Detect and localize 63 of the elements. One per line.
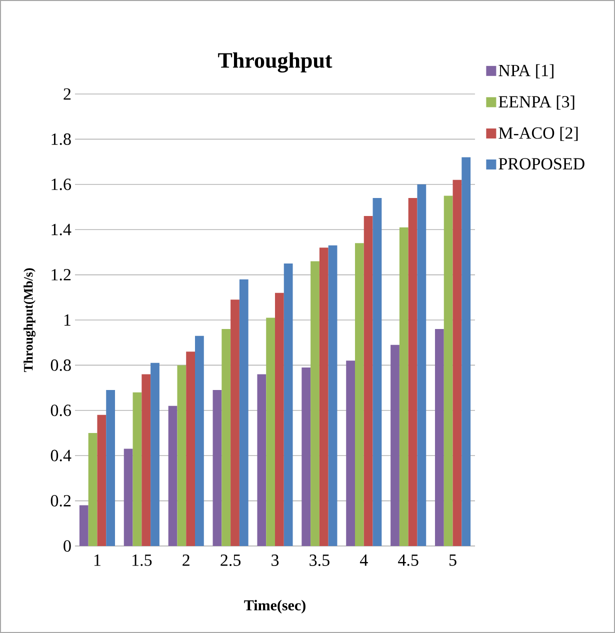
- bar: [266, 318, 275, 546]
- bar: [434, 329, 444, 546]
- bar: [390, 344, 400, 546]
- bar: [97, 414, 106, 546]
- bar: [124, 448, 133, 546]
- y-tick-label: 2: [64, 88, 71, 100]
- y-tick-label: 0.4: [50, 450, 72, 462]
- bar: [399, 227, 408, 546]
- y-axis-title: Throughput(Mb/s): [24, 268, 36, 372]
- x-tick-label: 1: [94, 554, 100, 566]
- y-tick-label: 0.8: [50, 359, 71, 371]
- bar: [354, 243, 364, 546]
- legend-label: EENPA [3]: [498, 96, 574, 110]
- bar: [239, 279, 248, 546]
- bar: [106, 390, 115, 546]
- y-tick-label: 0.2: [50, 495, 71, 507]
- y-tick-label: 1.8: [52, 133, 71, 145]
- bar: [462, 157, 471, 546]
- x-tick-label: 5: [450, 554, 456, 566]
- bar: [444, 196, 453, 546]
- bar: [310, 261, 320, 546]
- bar: [302, 367, 311, 546]
- y-tick-label: 0: [64, 540, 71, 552]
- bar: [150, 362, 160, 546]
- bar: [132, 392, 142, 546]
- bar: [284, 263, 293, 546]
- bar: [408, 198, 418, 546]
- x-tick-label: 2: [182, 554, 190, 566]
- bar: [417, 184, 426, 546]
- y-tick-label: 1.4: [52, 224, 72, 236]
- bar: [195, 336, 204, 546]
- legend-label: M-ACO [2]: [498, 126, 578, 141]
- legend-label: NPA [1]: [498, 64, 554, 78]
- y-tick-label: 1.2: [52, 269, 71, 281]
- chart-title: Throughput: [218, 52, 332, 72]
- x-tick-label: 1.5: [132, 554, 152, 566]
- bar: [257, 374, 266, 546]
- bar: [346, 360, 355, 546]
- bar: [452, 180, 462, 546]
- x-tick-label: 4.5: [398, 554, 418, 566]
- bar: [328, 245, 338, 546]
- y-tick-label: 0.6: [50, 404, 71, 416]
- legend-label: PROPOSED: [498, 158, 584, 170]
- y-tick-label: 1: [64, 314, 70, 326]
- bar: [274, 292, 284, 546]
- bar: [177, 365, 186, 546]
- x-tick-label: 3.5: [310, 554, 330, 566]
- bar: [372, 198, 382, 546]
- bar: [222, 329, 231, 546]
- bar: [364, 216, 373, 546]
- x-tick-label: 4: [360, 554, 368, 566]
- bar: [212, 390, 222, 546]
- y-tick-label: 1.6: [52, 178, 71, 190]
- x-tick-label: 2.5: [220, 554, 241, 566]
- bar: [79, 505, 88, 546]
- bar: [186, 352, 195, 546]
- x-axis-title: Time(sec): [244, 600, 306, 614]
- x-tick-label: 3: [272, 554, 279, 566]
- bar: [168, 406, 178, 546]
- bar: [88, 432, 98, 546]
- bar: [319, 248, 328, 546]
- bar: [230, 300, 240, 546]
- bar: [142, 374, 151, 546]
